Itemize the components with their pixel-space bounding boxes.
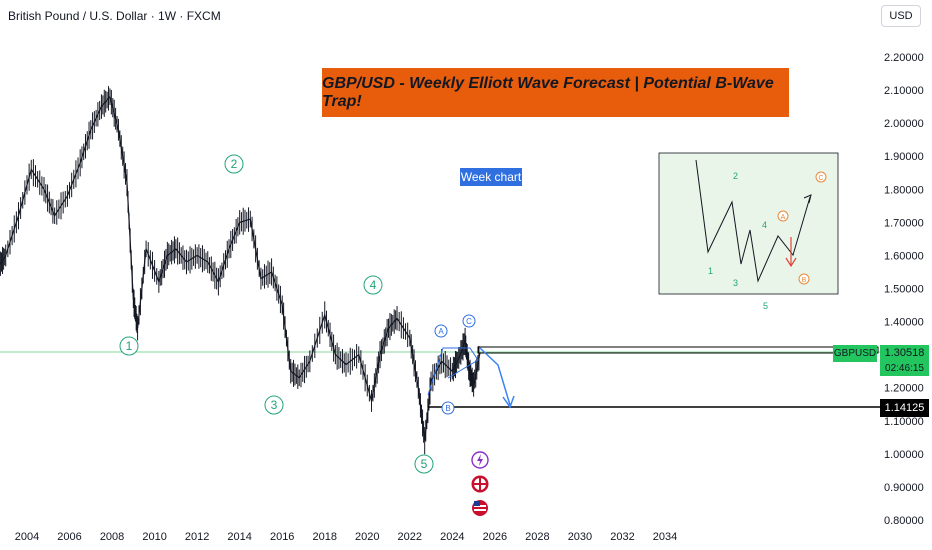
wave-label-3: 3 (264, 395, 284, 415)
y-tick-label: 0.80000 (884, 515, 924, 527)
inset-label-3: 3 (733, 278, 738, 288)
x-tick-label: 2014 (227, 531, 251, 543)
inset-label-5: 5 (763, 301, 768, 311)
inset-red-arrowhead (785, 257, 797, 268)
x-tick-label: 2016 (270, 531, 294, 543)
y-tick-label: 1.20000 (884, 383, 924, 395)
x-tick-label: 2008 (100, 531, 124, 543)
svg-text:5: 5 (421, 457, 428, 471)
y-tick-label: 1.50000 (884, 284, 924, 296)
svg-text:2: 2 (231, 157, 238, 171)
x-tick-label: 2006 (57, 531, 81, 543)
svg-text:1: 1 (126, 339, 133, 353)
forecast-arrow (479, 347, 511, 406)
x-tick-label: 2024 (440, 531, 464, 543)
svg-text:B: B (445, 404, 450, 413)
inset-label-2: 2 (733, 171, 738, 181)
wave-label-a: A (434, 324, 448, 338)
y-tick-label: 1.90000 (884, 151, 924, 163)
y-tick-label: 1.10000 (884, 416, 924, 428)
symbol-price-tag: GBPUSD (833, 345, 877, 362)
inset-label-b: B (798, 273, 810, 285)
projection-zone (477, 346, 879, 354)
y-axis: 2.20000 2.10000 2.00000 1.90000 1.80000 1.700… (884, 52, 924, 527)
wave-label-c: C (462, 314, 476, 328)
x-tick-label: 2004 (15, 531, 39, 543)
inset-label-4: 4 (762, 220, 767, 230)
wave-structure (427, 347, 479, 396)
svg-text:C: C (818, 175, 823, 182)
y-tick-label: 2.20000 (884, 52, 924, 64)
inset-arrowhead (803, 194, 812, 204)
y-tick-label: 1.70000 (884, 217, 924, 229)
inset-wave-path (695, 159, 811, 283)
symbol-title: British Pound / U.S. Dollar · 1W · FXCM (8, 9, 221, 23)
wave-labels: 1 2 3 4 5 A C B (119, 154, 476, 474)
inset-label-1: 1 (708, 266, 713, 276)
x-tick-label: 2034 (653, 531, 677, 543)
x-tick-label: 2032 (610, 531, 634, 543)
last-price-tag: 1.30518 (880, 345, 929, 362)
week-chart-label: Week chart (460, 168, 522, 186)
wave-label-1: 1 (119, 336, 139, 356)
y-tick-label: 1.40000 (884, 317, 924, 329)
forecast-headline: GBP/USD - Weekly Elliott Wave Forecast |… (322, 68, 789, 117)
x-tick-label: 2028 (525, 531, 549, 543)
wave-label-4: 4 (363, 275, 383, 295)
x-tick-label: 2010 (142, 531, 166, 543)
currency-button[interactable]: USD (881, 5, 921, 27)
inset-label-c: C (815, 171, 827, 183)
us-flag-icon (472, 500, 488, 516)
x-tick-label: 2020 (355, 531, 379, 543)
y-tick-label: 2.10000 (884, 85, 924, 97)
svg-text:3: 3 (271, 398, 278, 412)
x-axis: 2004 2006 2008 2010 2012 2014 2016 2018 2020 2022… (15, 531, 677, 543)
forecast-arrowhead (502, 395, 515, 409)
x-tick-label: 2026 (483, 531, 507, 543)
svg-text:C: C (466, 317, 472, 326)
price-wicks (0, 86, 480, 455)
y-tick-label: 0.90000 (884, 482, 924, 494)
y-tick-label: 2.00000 (884, 118, 924, 130)
y-tick-label: 1.80000 (884, 184, 924, 196)
lightning-icon (471, 451, 489, 469)
x-tick-label: 2022 (398, 531, 422, 543)
y-tick-label: 1.00000 (884, 449, 924, 461)
x-tick-label: 2018 (312, 531, 336, 543)
uk-flag-icon (471, 475, 489, 493)
wave-label-b: B (441, 401, 455, 415)
svg-text:A: A (438, 327, 444, 336)
x-tick-label: 2012 (185, 531, 209, 543)
countdown-tag: 02:46:15 (880, 362, 929, 376)
inset-label-a: A (777, 210, 789, 222)
wave-label-2: 2 (224, 154, 244, 174)
x-tick-label: 2030 (568, 531, 592, 543)
svg-text:4: 4 (370, 278, 377, 292)
wave-label-5: 5 (414, 454, 434, 474)
price-series-line (0, 95, 481, 441)
svg-text:B: B (802, 277, 807, 284)
y-tick-label: 1.60000 (884, 250, 924, 262)
level-price-tag: 1.14125 (880, 399, 929, 417)
inset-diagram: 1 2 3 4 5 A B C (658, 152, 839, 311)
svg-text:A: A (781, 214, 786, 221)
event-icons (471, 451, 489, 516)
